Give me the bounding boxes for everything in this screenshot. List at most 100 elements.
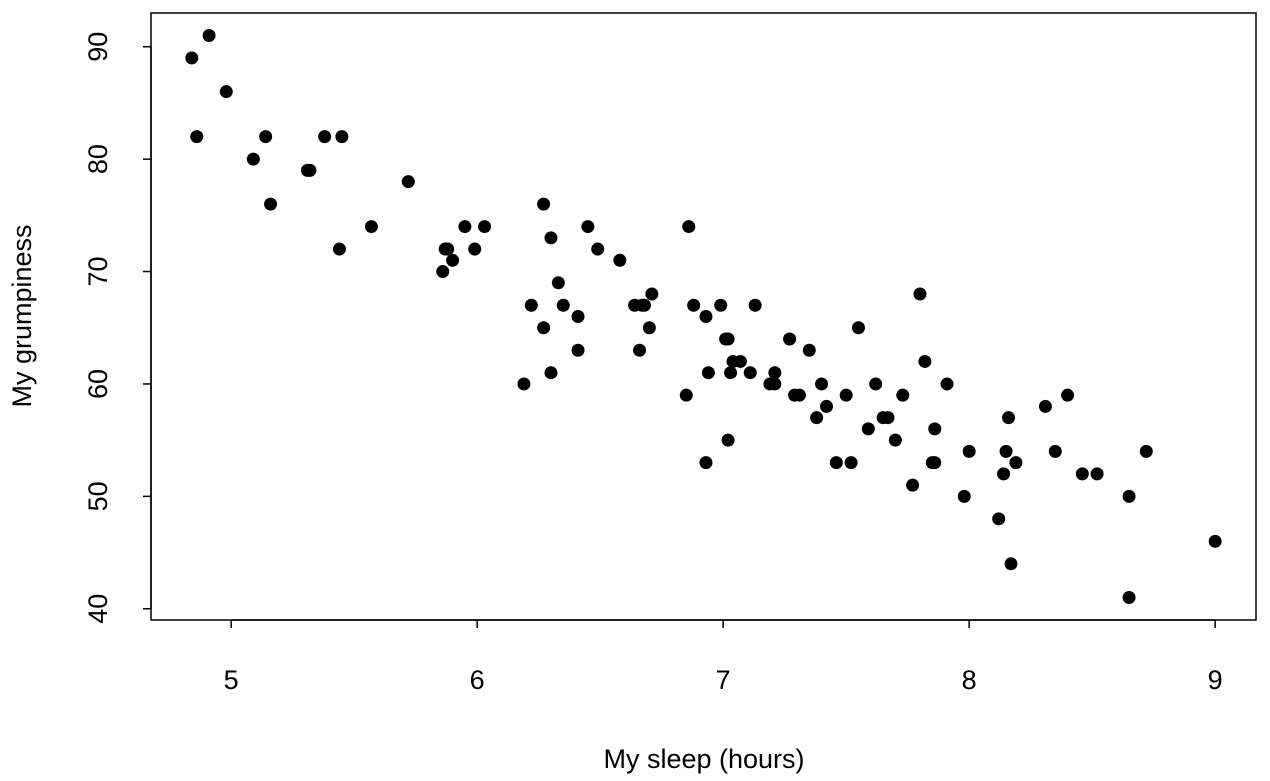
x-tick-label: 8 <box>962 665 977 695</box>
data-point <box>246 152 260 166</box>
data-point <box>701 366 715 380</box>
data-point <box>259 130 273 144</box>
data-point <box>748 298 762 312</box>
data-point <box>1208 534 1222 548</box>
data-point <box>861 422 875 436</box>
data-point <box>591 242 605 256</box>
data-point <box>645 287 659 301</box>
y-tick-label: 80 <box>83 144 113 174</box>
data-point <box>441 242 455 256</box>
data-point <box>992 512 1006 526</box>
data-point <box>1139 444 1153 458</box>
x-axis: 5 6 7 8 9 <box>224 619 1223 695</box>
data-point <box>364 220 378 234</box>
data-point <box>792 388 806 402</box>
data-point <box>478 220 492 234</box>
data-point <box>815 377 829 391</box>
data-point <box>721 433 735 447</box>
data-point <box>1061 388 1075 402</box>
data-point <box>687 298 701 312</box>
data-point <box>264 197 278 211</box>
data-point <box>637 298 651 312</box>
data-point <box>810 411 824 425</box>
x-tick-label: 5 <box>224 665 239 695</box>
y-tick-label: 50 <box>83 481 113 511</box>
data-point <box>819 399 833 413</box>
data-point <box>537 197 551 211</box>
y-tick-label: 60 <box>83 369 113 399</box>
data-point <box>517 377 531 391</box>
data-point <box>1122 591 1136 605</box>
data-point <box>844 456 858 470</box>
data-point <box>999 444 1013 458</box>
data-point <box>724 366 738 380</box>
data-point <box>401 175 415 189</box>
data-point <box>913 287 927 301</box>
y-axis: 40 50 60 70 80 90 <box>83 32 152 624</box>
data-point <box>888 433 902 447</box>
y-axis-label: My grumpiness <box>7 224 37 407</box>
data-point <box>928 422 942 436</box>
y-tick-label: 90 <box>83 32 113 62</box>
data-point <box>699 310 713 323</box>
data-point <box>802 343 816 357</box>
data-point <box>219 85 233 99</box>
data-point <box>332 242 346 256</box>
data-point <box>869 377 883 391</box>
data-point <box>318 130 332 144</box>
data-point <box>768 377 782 391</box>
data-point <box>544 231 558 245</box>
data-point <box>1004 557 1018 571</box>
data-point <box>190 130 204 144</box>
data-point <box>458 220 472 234</box>
x-tick-label: 6 <box>470 665 485 695</box>
data-point <box>524 298 538 312</box>
data-point <box>1122 489 1136 503</box>
data-point <box>851 321 865 335</box>
data-point <box>839 388 853 402</box>
data-point <box>1009 456 1023 470</box>
data-point <box>997 467 1011 481</box>
data-point <box>906 478 920 492</box>
data-point <box>551 276 565 290</box>
x-tick-label: 9 <box>1208 665 1223 695</box>
data-point <box>571 310 585 323</box>
data-point <box>202 28 216 42</box>
data-point <box>768 366 782 380</box>
data-points <box>185 28 1222 605</box>
data-point <box>682 220 696 234</box>
data-point <box>1002 411 1016 425</box>
data-point <box>468 242 482 256</box>
data-point <box>721 332 735 346</box>
data-point <box>571 343 585 357</box>
data-point <box>679 388 693 402</box>
data-point <box>896 388 910 402</box>
data-point <box>335 130 349 144</box>
data-point <box>918 354 932 368</box>
data-point <box>783 332 797 346</box>
y-tick-label: 70 <box>83 257 113 287</box>
data-point <box>743 366 757 380</box>
data-point <box>733 354 747 368</box>
data-point <box>537 321 551 335</box>
data-point <box>581 220 595 234</box>
data-point <box>185 51 199 65</box>
data-point <box>1090 467 1104 481</box>
data-point <box>940 377 954 391</box>
data-point <box>957 489 971 503</box>
data-point <box>303 163 317 177</box>
data-point <box>642 321 656 335</box>
data-point <box>1075 467 1089 481</box>
data-point <box>714 298 728 312</box>
data-point <box>962 444 976 458</box>
data-point <box>436 265 450 279</box>
data-point <box>1038 399 1052 413</box>
data-point <box>633 343 647 357</box>
data-point <box>881 411 895 425</box>
data-point <box>446 253 460 267</box>
data-point <box>613 253 627 267</box>
data-point <box>556 298 570 312</box>
data-point <box>1048 444 1062 458</box>
x-tick-label: 7 <box>716 665 731 695</box>
